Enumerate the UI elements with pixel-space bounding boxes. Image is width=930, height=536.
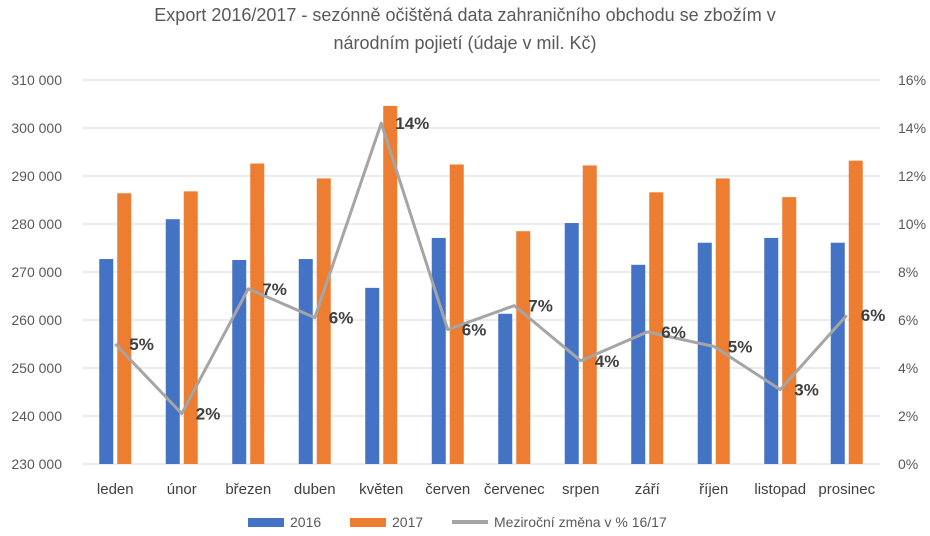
y-right-tick-label: 0% — [898, 456, 918, 472]
change-data-label: 5% — [129, 335, 154, 354]
legend-swatch-change — [452, 520, 488, 524]
x-category-label: březen — [225, 481, 271, 498]
change-data-label: 6% — [661, 323, 686, 342]
bar-2017 — [383, 105, 398, 465]
bar-2017 — [117, 193, 132, 464]
bar-2017 — [316, 178, 331, 464]
bar-2016 — [165, 219, 180, 464]
bar-2017 — [848, 160, 863, 464]
bar-2016 — [298, 259, 313, 464]
bar-2016 — [564, 223, 579, 464]
change-data-label: 6% — [861, 306, 886, 325]
change-data-label: 6% — [329, 309, 354, 328]
change-data-label: 5% — [728, 337, 753, 356]
legend-label-2016: 2016 — [290, 514, 322, 530]
y-right-tick-label: 2% — [898, 408, 918, 424]
change-data-label: 6% — [462, 321, 487, 340]
bar-2016 — [764, 237, 779, 464]
bar-2016 — [99, 259, 114, 464]
change-line — [114, 121, 848, 416]
y-right-tick-label: 6% — [898, 312, 918, 328]
legend-swatch-2017 — [350, 517, 386, 527]
y-left-tick-label: 280 000 — [11, 216, 62, 232]
x-category-label: duben — [294, 481, 336, 498]
legend-item-2017: 2017 — [350, 514, 423, 530]
bar-2017 — [183, 191, 198, 465]
y-left-tick-label: 310 000 — [11, 72, 62, 88]
y-left-tick-label: 230 000 — [11, 456, 62, 472]
bar-2017 — [449, 164, 464, 465]
change-data-label: 14% — [395, 114, 429, 133]
bar-2016 — [365, 287, 380, 464]
legend-item-change: Meziroční změna v % 16/17 — [452, 514, 667, 530]
chart-title-line-2: národním pojietí (údaje v mil. Kč) — [333, 33, 597, 53]
x-category-label: srpen — [562, 481, 600, 498]
y-left-tick-label: 250 000 — [11, 360, 62, 376]
bar-2016 — [498, 313, 513, 464]
change-data-label: 7% — [528, 297, 553, 316]
change-data-label: 7% — [262, 280, 287, 299]
y-right-tick-label: 14% — [898, 120, 926, 136]
bar-2016 — [697, 242, 712, 464]
y-left-tick-label: 290 000 — [11, 168, 62, 184]
change-data-label: 4% — [595, 352, 620, 371]
bar-2016 — [232, 260, 247, 464]
y-right-tick-label: 16% — [898, 72, 926, 88]
legend-label-change: Meziroční změna v % 16/17 — [494, 514, 667, 530]
change-data-label: 2% — [196, 405, 221, 424]
x-category-label: listopad — [754, 481, 806, 498]
y-left-tick-label: 300 000 — [11, 120, 62, 136]
chart-title-line-1: Export 2016/2017 - sezónně očištěná data… — [154, 5, 776, 25]
y-right-tick-label: 8% — [898, 264, 918, 280]
bar-2017 — [250, 163, 265, 464]
legend-label-2017: 2017 — [392, 514, 424, 530]
bar-2017 — [715, 178, 730, 464]
y-right-tick-label: 10% — [898, 216, 926, 232]
x-category-label: leden — [97, 481, 134, 498]
x-category-label: červenec — [484, 481, 545, 498]
x-category-label: únor — [167, 481, 197, 498]
bar-2016 — [431, 237, 446, 464]
y-right-tick-label: 4% — [898, 360, 918, 376]
chart-plot: 230 000 240 000 250 000 260 000 270 000 280 0… — [11, 72, 926, 498]
y-right-tick-label: 12% — [898, 168, 926, 184]
x-category-label: prosinec — [818, 481, 875, 498]
change-data-label: 3% — [794, 381, 819, 400]
x-category-label: září — [635, 481, 661, 498]
x-category-label: květen — [359, 481, 403, 498]
x-category-label: říjen — [699, 481, 728, 498]
bar-2016 — [830, 242, 845, 464]
legend-item-2016: 2016 — [248, 514, 321, 530]
bar-2016 — [631, 264, 646, 464]
y-left-tick-label: 270 000 — [11, 264, 62, 280]
bar-2017 — [649, 192, 664, 464]
y-left-tick-label: 240 000 — [11, 408, 62, 424]
bar-2017 — [516, 231, 531, 464]
legend: 2016 2017 Meziroční změna v % 16/17 — [0, 514, 930, 534]
x-category-label: červen — [425, 481, 470, 498]
y-left-tick-label: 260 000 — [11, 312, 62, 328]
bar-2017 — [782, 197, 797, 464]
bar-2017 — [582, 165, 597, 464]
legend-swatch-2016 — [248, 517, 284, 527]
